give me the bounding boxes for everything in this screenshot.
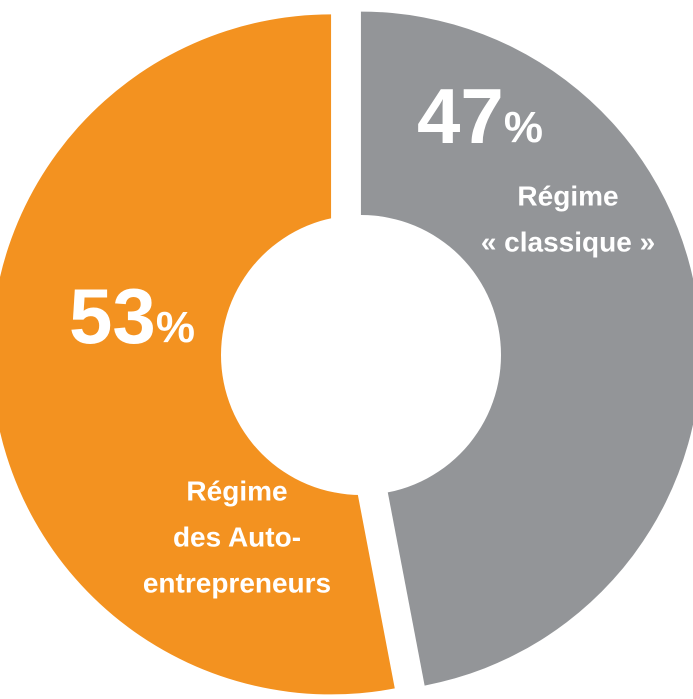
value-label: 47% — [417, 72, 543, 160]
pie-slice — [360, 11, 693, 686]
value-label: 53% — [69, 272, 195, 360]
value-number: 53 — [69, 272, 156, 360]
category-label: des Auto- — [173, 521, 301, 552]
value-number: 47 — [417, 72, 504, 160]
donut-hole — [221, 215, 501, 495]
category-label: entrepreneurs — [143, 567, 331, 598]
value-unit: % — [156, 303, 195, 352]
pie-slice — [0, 14, 395, 695]
value-unit: % — [504, 103, 543, 152]
category-label: « classique » — [481, 226, 655, 257]
category-label: Régime — [186, 475, 287, 506]
category-label: Régime — [517, 180, 618, 211]
